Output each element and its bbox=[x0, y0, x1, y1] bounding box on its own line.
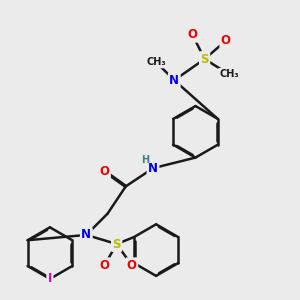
Text: O: O bbox=[127, 259, 137, 272]
Text: N: N bbox=[169, 74, 179, 87]
Text: N: N bbox=[148, 162, 158, 175]
Text: O: O bbox=[100, 165, 110, 178]
Text: O: O bbox=[221, 34, 231, 47]
Text: S: S bbox=[200, 52, 209, 65]
Text: I: I bbox=[48, 272, 52, 285]
Text: CH₃: CH₃ bbox=[146, 57, 166, 67]
Text: N: N bbox=[81, 228, 91, 242]
Text: CH₃: CH₃ bbox=[219, 69, 239, 79]
Text: O: O bbox=[100, 259, 110, 272]
Text: O: O bbox=[188, 28, 197, 41]
Text: S: S bbox=[112, 238, 121, 250]
Text: H: H bbox=[141, 155, 149, 165]
